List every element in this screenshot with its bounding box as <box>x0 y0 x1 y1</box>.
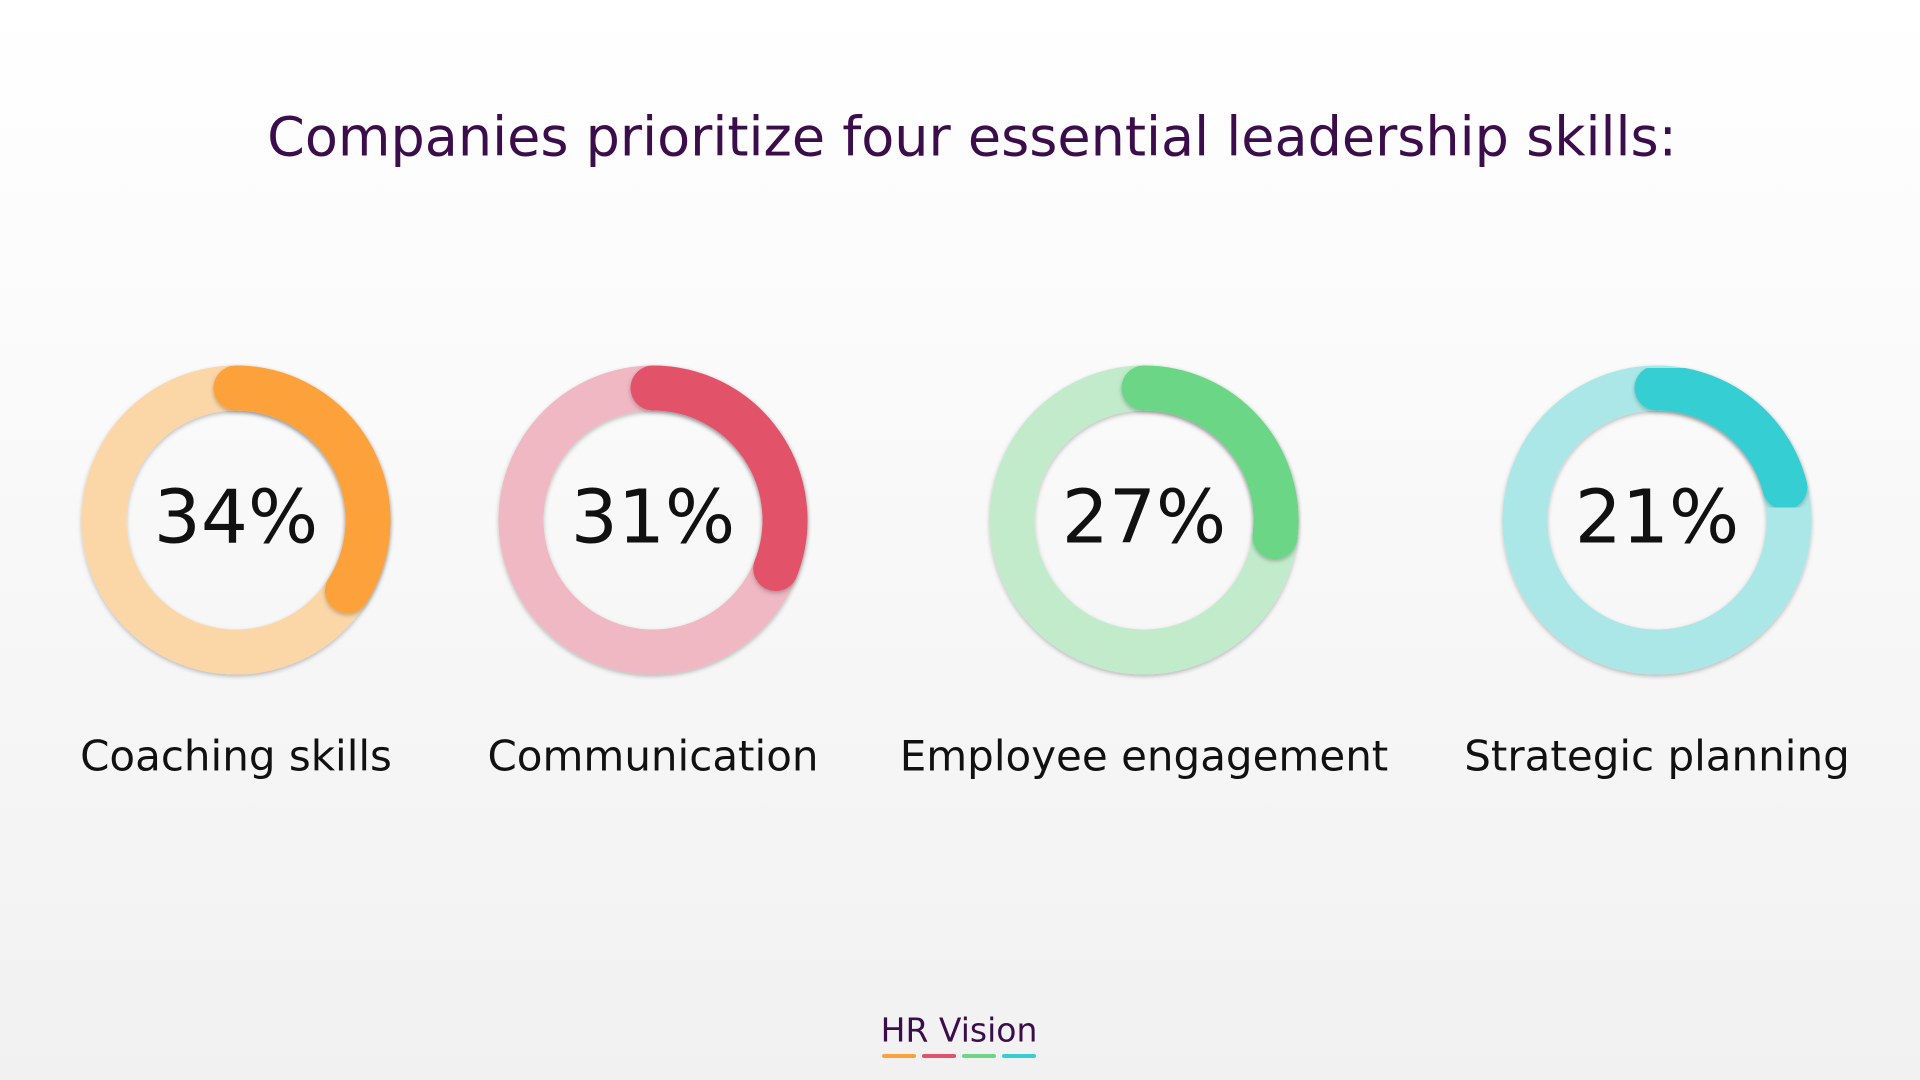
value-label: 34% <box>154 475 318 561</box>
donut-arc <box>213 365 391 614</box>
donut-arc <box>630 365 808 592</box>
value-label: 21% <box>1575 475 1739 561</box>
category-label: Employee engagement <box>900 732 1389 781</box>
category-label: Strategic planning <box>1464 732 1849 781</box>
donut: 31% Communication <box>487 365 819 781</box>
donut: 34% Coaching skills <box>80 365 392 781</box>
donut: 27% Employee engagement <box>900 365 1389 781</box>
donut-arc <box>1121 365 1299 560</box>
donut-arc <box>1634 365 1808 510</box>
brand: HR Vision <box>881 1011 1038 1050</box>
value-label: 27% <box>1062 475 1226 561</box>
value-label: 31% <box>571 475 735 561</box>
donut: 21% Strategic planning <box>1464 365 1850 781</box>
category-label: Coaching skills <box>80 732 392 781</box>
charts: 34% Coaching skills 31% Communication 27% Emp… <box>80 365 1850 781</box>
title: Companies prioritize four essential lead… <box>267 106 1677 169</box>
category-label: Communication <box>487 732 818 781</box>
